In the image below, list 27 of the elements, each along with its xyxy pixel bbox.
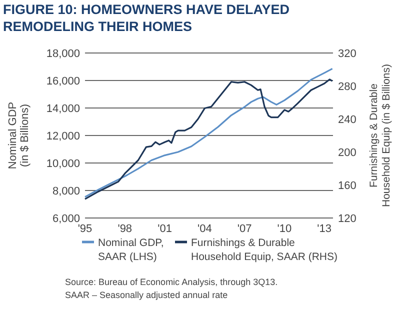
y-tick-label: 18,000 [46,48,80,60]
x-tick-label: '04 [198,223,212,235]
chart-title: FIGURE 10: HOMEOWNERS HAVE DELAYED REMODELING THEIR HOMES [3,2,290,34]
legend-label: Furnishings & Durable Household Equip, SAAR (RHS) [191,237,338,263]
y-tick-label: 8,000 [52,186,80,198]
y2-tick-label: 240 [338,114,356,126]
y2-tick-label: 120 [338,213,356,225]
y2-tick-label: 320 [338,48,356,60]
y-tick-label: 10,000 [46,158,80,170]
y2-tick-label: 160 [338,180,356,192]
y2-tick-label: 280 [338,81,356,93]
x-tick-label: '13 [317,223,332,235]
x-tick-label: '10 [277,223,292,235]
y-axis-title: Nominal GDP (in $ Billions) [7,102,31,170]
x-tick-label: '07 [237,223,252,235]
y-tick-label: 6,000 [52,213,80,225]
source-note: Source: Bureau of Economic Analysis, through 3Q13. [65,277,278,287]
y-tick-label: 16,000 [46,76,80,88]
legend-label: Nominal GDP, SAAR (LHS) [98,237,164,263]
x-tick-label: '98 [118,223,132,235]
y2-axis-title: Furnishings & Durable Household Equip (in $ Billions) [368,64,392,207]
x-tick-label: '01 [158,223,172,235]
text: SAAR – Seasonally adjusted annual rate [65,290,228,300]
y-tick-label: 12,000 [46,130,80,142]
y2-tick-label: 200 [338,147,356,159]
x-tick-label: '95 [78,223,92,235]
y-tick-label: 14,000 [46,103,80,115]
